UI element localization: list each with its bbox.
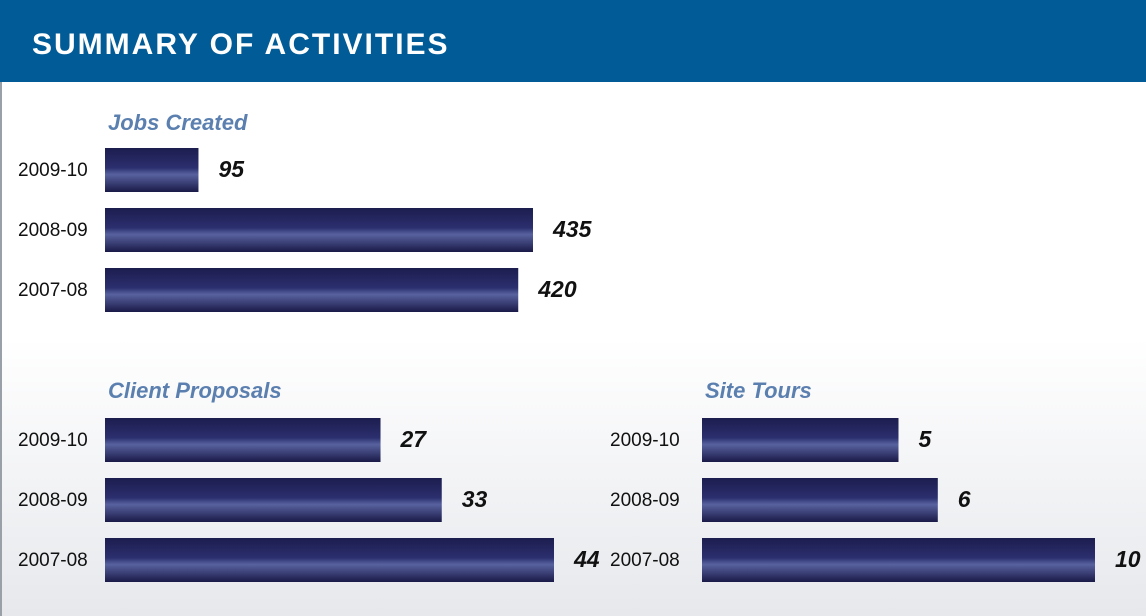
category-label: 2008-09 <box>18 490 88 511</box>
value-label: 44 <box>573 546 600 572</box>
value-label: 33 <box>462 486 488 512</box>
bar <box>105 478 442 522</box>
bar <box>702 418 899 462</box>
category-label: 2008-09 <box>610 490 680 511</box>
chart-title: Client Proposals <box>108 378 282 403</box>
value-label: 435 <box>552 216 593 242</box>
value-label: 5 <box>919 426 933 452</box>
header-title: SUMMARY OF ACTIVITIES <box>32 28 450 61</box>
category-label: 2009-10 <box>610 430 680 451</box>
value-label: 27 <box>400 426 428 452</box>
category-label: 2008-09 <box>18 220 88 241</box>
category-label: 2009-10 <box>18 430 88 451</box>
value-label: 6 <box>958 486 971 512</box>
category-label: 2009-10 <box>18 160 88 181</box>
header-band <box>0 0 1146 82</box>
bar <box>105 208 533 252</box>
chart-title: Site Tours <box>705 378 812 403</box>
category-label: 2007-08 <box>610 550 680 571</box>
bar <box>702 538 1095 582</box>
value-label: 420 <box>537 276 577 302</box>
chart-title: Jobs Created <box>108 110 248 135</box>
bar <box>105 148 199 192</box>
bar <box>105 268 519 312</box>
category-label: 2007-08 <box>18 280 88 301</box>
value-label: 10 <box>1115 546 1141 572</box>
category-label: 2007-08 <box>18 550 88 571</box>
bar <box>702 478 938 522</box>
bar <box>105 418 381 462</box>
bar <box>105 538 554 582</box>
value-label: 95 <box>218 156 245 182</box>
